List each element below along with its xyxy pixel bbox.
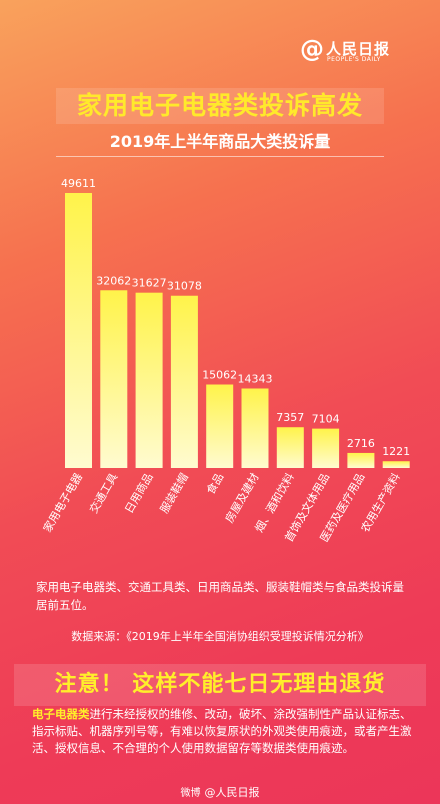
bar-value-label: 31078 bbox=[167, 280, 202, 293]
weibo-watermark: 微博 @人民日报 bbox=[0, 784, 440, 800]
bar-9 bbox=[347, 452, 375, 468]
category-label: 房屋及建材 bbox=[222, 471, 262, 526]
bar-4 bbox=[170, 295, 198, 468]
bar-1 bbox=[65, 193, 92, 468]
bar-value-label: 32062 bbox=[96, 274, 131, 287]
notice-banner: 注意！ 这样不能七日无理由退货 bbox=[14, 664, 426, 706]
bar-value-label: 49611 bbox=[61, 177, 96, 190]
detail-text: 进行未经授权的维修、改动，破坏、涂改强制性产品认证标志、指示标贴、机器序列号等，… bbox=[32, 707, 412, 755]
logo-at-mark: @ bbox=[300, 35, 324, 63]
notice-band bbox=[14, 664, 426, 706]
category-label: 日用商品 bbox=[122, 471, 156, 516]
bar-value-label: 14343 bbox=[238, 372, 273, 385]
headline-band bbox=[56, 88, 384, 124]
peoples-daily-logo: @ 人民日报 PEOPLE'S DAILY bbox=[300, 36, 420, 66]
category-label: 交通工具 bbox=[86, 471, 120, 516]
bar-10 bbox=[382, 461, 410, 468]
category-label: 服装鞋帽 bbox=[157, 471, 191, 516]
summary-note: 家用电子电器类、交通工具类、日用商品类、服装鞋帽类与食品类投诉量居前五位。 bbox=[36, 580, 404, 612]
title-divider bbox=[56, 156, 384, 157]
bar-value-label: 1221 bbox=[382, 445, 410, 458]
bar-value-label: 31627 bbox=[132, 277, 167, 290]
logo-name: 人民日报 bbox=[326, 40, 391, 58]
category-label: 家用电子电器 bbox=[40, 471, 85, 535]
bar-3 bbox=[135, 292, 163, 468]
bar-6 bbox=[241, 388, 269, 468]
weibo-account: @人民日报 bbox=[204, 786, 260, 799]
headline-text: 家用电子电器类投诉高发 bbox=[76, 91, 363, 120]
logo-subtitle: PEOPLE'S DAILY bbox=[327, 56, 381, 63]
bar-group bbox=[65, 193, 410, 468]
detail-highlight: 电子电器类 bbox=[32, 707, 90, 721]
value-label-group: 49611 32062 31627 31078 15062 14343 7357 7104 27… bbox=[61, 177, 410, 458]
detail-paragraph: 电子电器类进行未经授权的维修、改动，破坏、涂改强制性产品认证标志、指示标贴、机器… bbox=[32, 706, 412, 757]
bar-7 bbox=[276, 427, 304, 468]
bar-value-label: 2716 bbox=[347, 437, 375, 450]
weibo-label: 微博 bbox=[180, 788, 201, 799]
data-source: 数据来源：《2019年上半年全国消协组织受理投诉情况分析》 bbox=[71, 630, 369, 643]
chart-title: 2019年上半年商品大类投诉量 bbox=[109, 132, 331, 151]
notice-text: 注意！ 这样不能七日无理由退货 bbox=[54, 672, 386, 697]
bar-value-label: 7104 bbox=[312, 413, 340, 426]
category-label-group: 家用电子电器 交通工具 日用商品 服装鞋帽 食品房屋及建材烟、酒和饮料首饰及文体用品医药… bbox=[40, 471, 403, 545]
bar-value-label: 15062 bbox=[202, 369, 237, 382]
headline-banner: 家用电子电器类投诉高发 bbox=[0, 84, 440, 128]
bar-8 bbox=[312, 428, 340, 468]
category-label: 食品 bbox=[203, 471, 226, 497]
bar-value-label: 7357 bbox=[276, 411, 304, 424]
bar-chart: 49611 32062 31627 31078 15062 14343 7357 7104 27… bbox=[40, 177, 410, 545]
bar-2 bbox=[100, 290, 128, 468]
bar-5 bbox=[206, 384, 234, 468]
